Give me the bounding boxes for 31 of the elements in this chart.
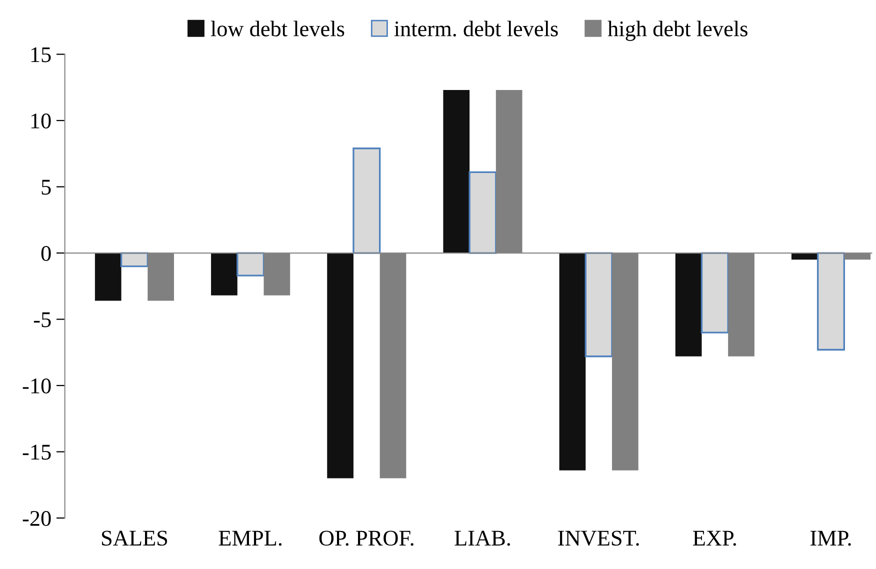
y-tick-label: 10 [31, 113, 51, 128]
bar [443, 90, 470, 254]
bar [236, 252, 265, 276]
bar [94, 253, 122, 301]
bar [120, 252, 148, 268]
y-tick-label: -10 [22, 378, 51, 394]
bar [211, 253, 238, 296]
x-tick-label: EXP. [693, 530, 736, 546]
bar [816, 252, 845, 351]
y-tick-label: 15 [31, 47, 51, 62]
legend-label: low debt levels [210, 20, 344, 36]
bar [352, 148, 381, 254]
legend-label: interm. debt levels [394, 20, 558, 36]
y-tick-label: -20 [22, 510, 51, 526]
bar [675, 253, 702, 356]
y-tick-label: 0 [41, 246, 51, 261]
bar [468, 171, 497, 254]
bar [700, 252, 729, 334]
y-tick-label: -15 [22, 444, 51, 460]
y-tick-label: -5 [34, 312, 51, 328]
x-tick-label: SALES [102, 530, 168, 546]
x-tick-label: OP. PROF. [319, 530, 414, 546]
legend-label: high debt levels [608, 20, 748, 41]
bar [584, 252, 613, 358]
x-tick-label: IMP. [810, 530, 851, 546]
y-tick-label: 5 [42, 180, 51, 195]
x-tick-label: INVEST. [558, 530, 639, 546]
bar [327, 253, 354, 478]
bar [559, 253, 586, 470]
x-tick-label: EMPL. [218, 530, 282, 546]
x-tick-label: LIAB. [454, 530, 510, 546]
